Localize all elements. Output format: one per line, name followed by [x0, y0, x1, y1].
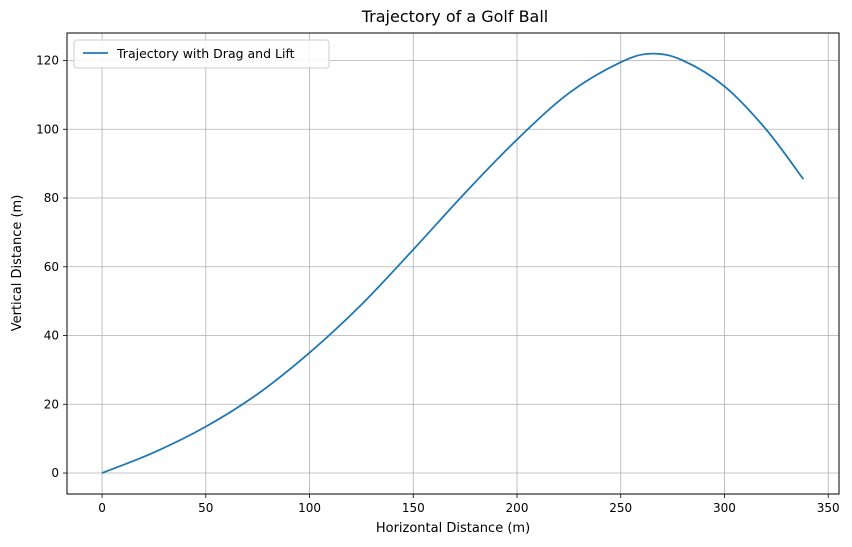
y-tick-label: 0	[51, 466, 59, 480]
plot-frame	[66, 32, 840, 495]
legend-box	[73, 39, 330, 69]
y-axis-label: Vertical Distance (m)	[10, 195, 25, 332]
y-tick-label: 120	[36, 54, 59, 68]
series-layer	[101, 52, 805, 474]
x-tick-label: 0	[98, 501, 106, 515]
x-tick-label: 50	[198, 501, 213, 515]
x-tick-label: 350	[817, 501, 840, 515]
grid	[67, 33, 839, 494]
legend: Trajectory with Drag and Lift	[73, 39, 330, 69]
legend-label: Trajectory with Drag and Lift	[116, 46, 295, 61]
x-tick-label: 100	[298, 501, 321, 515]
chart-title: Trajectory of a Golf Ball	[361, 7, 549, 26]
series-line	[101, 52, 805, 474]
x-tick-label: 150	[402, 501, 425, 515]
x-tick-label: 200	[506, 501, 529, 515]
y-tick-label: 60	[44, 260, 59, 274]
y-tick-label: 20	[44, 397, 59, 411]
x-axis-label: Horizontal Distance (m)	[376, 521, 530, 536]
x-tick-label: 250	[609, 501, 632, 515]
y-tick-label: 40	[44, 329, 59, 343]
x-tick-label: 300	[713, 501, 736, 515]
ticks: 0 50 100 150 200 250 300 350 0 20 40 60 80 100 120	[36, 54, 840, 515]
y-tick-label: 80	[44, 191, 59, 205]
y-tick-label: 100	[36, 122, 59, 136]
